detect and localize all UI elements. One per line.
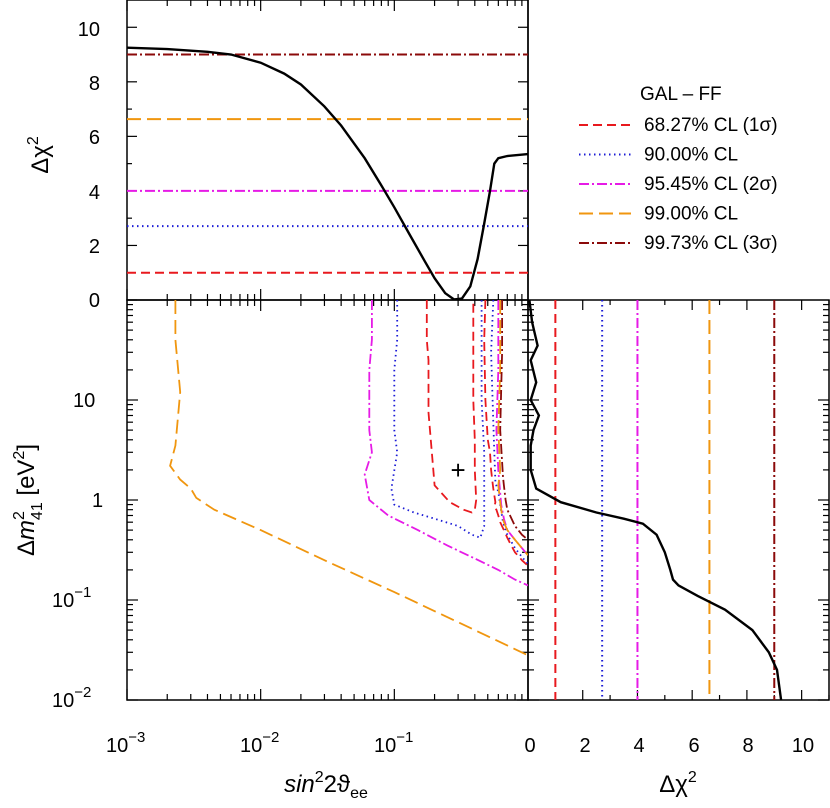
main-xlabel: sin22ϑee [284,769,368,802]
axis-ticks [126,0,830,701]
right-panel-frame [527,299,830,701]
right-profile-curve [528,300,783,700]
right-xtick-label: 8 [742,735,753,757]
right-xlabel: Δχ2 [659,769,697,798]
legend-label: 95.45% CL (2σ) [644,174,778,195]
top-ytick-label: 2 [89,236,100,258]
top-ytick-label: 0 [89,290,100,312]
main-ytick-label: 1 [92,490,103,512]
right-xtick-label: 2 [579,735,590,757]
main-ytick-label: 10 [73,390,95,412]
right-xtick-label: 10 [792,735,814,757]
contour-main [169,300,528,657]
main-xtick-label: 10−1 [374,729,413,757]
legend-label: 68.27% CL (1σ) [644,115,778,136]
contour-right [497,300,528,556]
top-ytick-label: 8 [89,73,100,95]
chi2-profiles [127,46,783,700]
right-xtick-label: 0 [524,735,535,757]
top-ytick-label: 4 [89,182,100,204]
top-ylabel: Δχ2 [25,136,54,174]
contour-main [363,300,528,587]
legend-label: 99.00% CL [644,204,738,225]
top-ytick-label: 10 [78,19,100,41]
main-xtick-labels: 10−3 10−2 10−1 [106,729,413,757]
contour-main [425,300,478,514]
right-xtick-label: 6 [688,735,699,757]
best-fit-marker: + [451,455,466,485]
right-xtick-labels: 0 2 4 6 8 10 [524,735,814,757]
top-panel-frame [126,0,529,301]
contour-right [490,300,528,565]
contour-right [499,300,528,541]
top-profile-curve [127,46,528,300]
main-ytick-labels: 10−2 10−1 1 10 [52,390,103,712]
main-xtick-label: 10−2 [240,729,279,757]
right-xtick-label: 4 [633,735,644,757]
contour-main [390,300,486,539]
legend-label: 90.00% CL [644,145,738,166]
legend-label: 99.73% CL (3σ) [644,233,778,254]
contour-lines [169,300,528,657]
main-ytick-label: 10−2 [52,684,91,712]
main-panel-frame [126,299,529,701]
top-ytick-labels: 0 2 4 6 8 10 [78,19,100,312]
main-ylabel: Δm241 [eV2] [11,444,46,556]
legend: GAL – FF 68.27% CL (1σ) 90.00% CL 95.45% CL… [579,84,778,254]
legend-title: GAL – FF [640,84,722,105]
top-ytick-label: 6 [89,127,100,149]
main-xtick-label: 10−3 [106,729,145,757]
main-ytick-label: 10−1 [52,584,91,612]
